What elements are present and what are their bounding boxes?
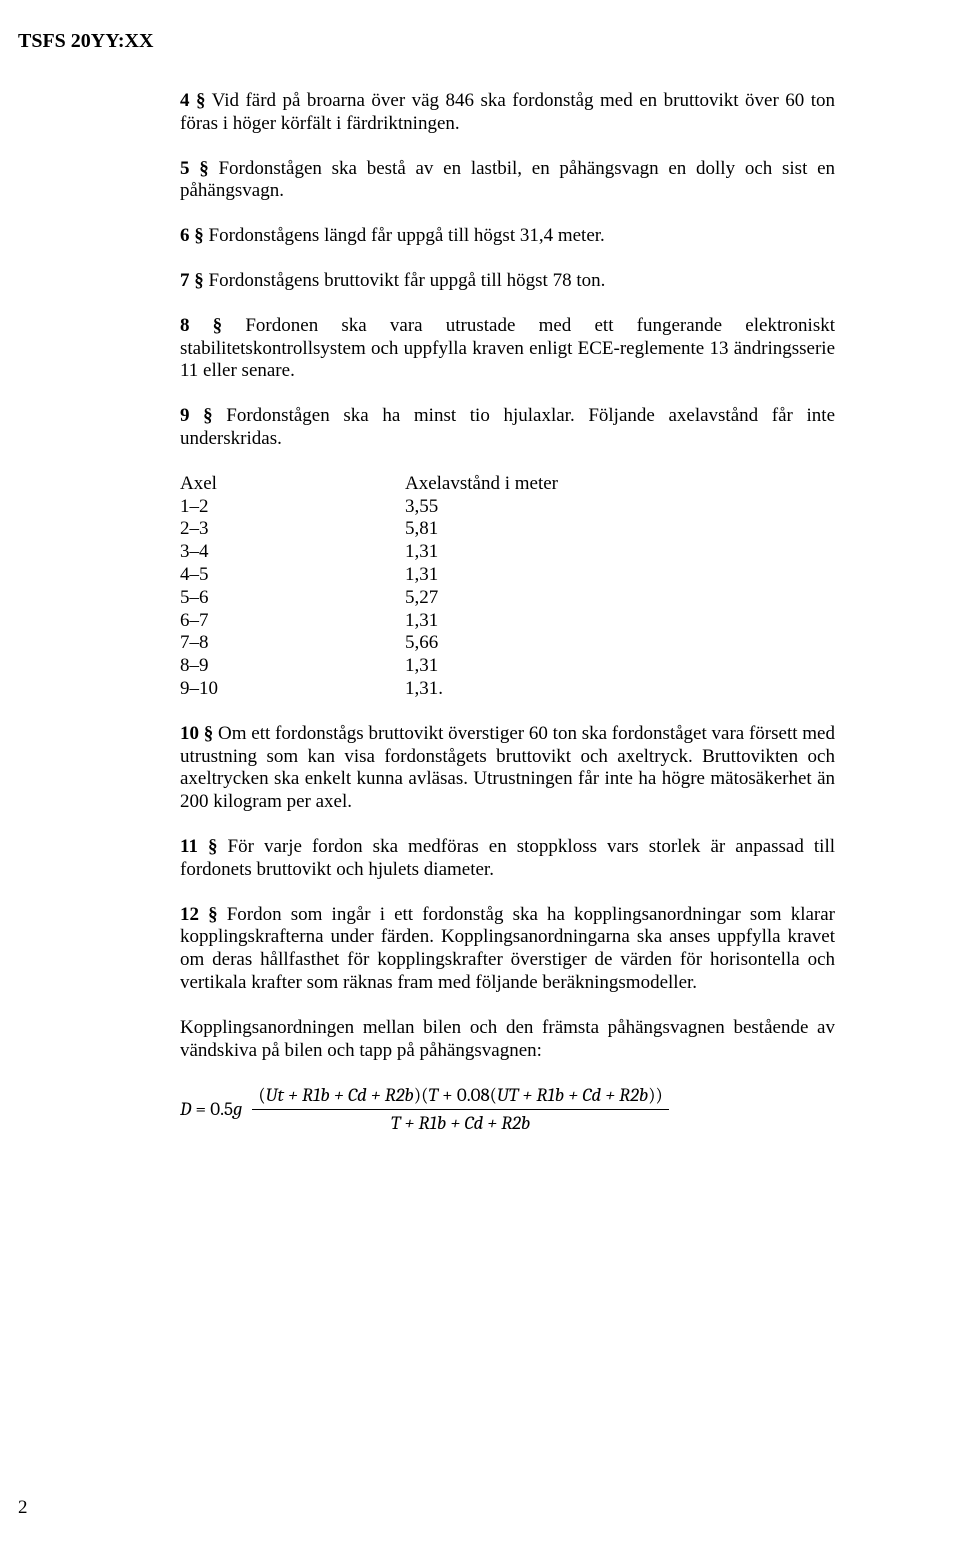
paragraph-8: 8 § Fordonen ska vara utrustade med ett … [180,315,835,383]
section-number: 11 § [180,836,218,857]
table-cell: 4–5 [180,564,405,587]
paragraph-4: 4 § Vid färd på broarna över väg 846 ska… [180,90,835,136]
table-cell: 1,31 [405,610,835,633]
formula-fraction: (Ut + R1b + Cd + R2b)(T + 0.08(UT + R1b … [252,1084,668,1135]
table-cell: 7–8 [180,632,405,655]
table-cell: 1,31. [405,678,835,701]
paragraph-9: 9 § Fordonstågen ska ha minst tio hjulax… [180,405,835,451]
section-number: 7 § [180,270,204,291]
table-cell: 6–7 [180,610,405,633]
formula-var-D: D [180,1098,191,1120]
section-number: 4 § [180,90,205,111]
paragraph-coupling-intro: Kopplingsanordningen mellan bilen och de… [180,1017,835,1063]
section-number: 6 § [180,225,204,246]
table-cell: 1,31 [405,655,835,678]
table-cell: 2–3 [180,518,405,541]
paragraph-text: Fordonstågen ska ha minst tio hjulaxlar.… [180,405,835,449]
table-row: 4–5 1,31 [180,564,835,587]
formula-paren: )( [414,1084,429,1106]
table-cell: 8–9 [180,655,405,678]
table-cell: 5,27 [405,587,835,610]
paragraph-text: Fordonstågens längd får uppgå till högst… [204,225,605,246]
table-header-axel: Axel [180,473,405,496]
table-row: 8–9 1,31 [180,655,835,678]
section-number: 12 § [180,904,218,925]
formula-var-g: g [233,1098,242,1120]
formula-D: D = 0.5g (Ut + R1b + Cd + R2b)(T + 0.08(… [180,1084,835,1135]
table-row: 6–7 1,31 [180,610,835,633]
formula-var-T: T [428,1084,438,1106]
paragraph-6: 6 § Fordonstågens längd får uppgå till h… [180,225,835,248]
section-number: 5 § [180,158,209,179]
formula-paren: )) [648,1084,663,1106]
formula-const: + 0.08( [438,1084,497,1106]
formula-eq: = 0.5 [191,1098,233,1120]
section-number: 9 § [180,405,213,426]
paragraph-text: Fordonstågen ska bestå av en lastbil, en… [180,158,835,202]
table-cell: 5–6 [180,587,405,610]
table-row: 7–8 5,66 [180,632,835,655]
section-number: 10 § [180,723,213,744]
page-number: 2 [18,1497,28,1519]
table-cell: 3–4 [180,541,405,564]
table-cell: 3,55 [405,496,835,519]
table-cell: 1,31 [405,564,835,587]
table-cell: 1–2 [180,496,405,519]
formula-expr: Ut + R1b + Cd + R2b [266,1084,414,1106]
paragraph-text: För varje fordon ska medföras en stoppkl… [180,836,835,880]
paragraph-12: 12 § Fordon som ingår i ett fordonståg s… [180,904,835,995]
section-number: 8 § [180,315,222,336]
table-row: 9–10 1,31. [180,678,835,701]
table-cell: 5,81 [405,518,835,541]
formula-expr: UT + R1b + Cd + R2b [497,1084,648,1106]
paragraph-text: Fordonen ska vara utrustade med ett fung… [180,315,835,382]
paragraph-10: 10 § Om ett fordonstågs bruttovikt övers… [180,723,835,814]
table-header-distance: Axelavstånd i meter [405,473,835,496]
table-row: 5–6 5,27 [180,587,835,610]
paragraph-11: 11 § För varje fordon ska medföras en st… [180,836,835,882]
paragraph-text: Fordonstågens bruttovikt får uppgå till … [204,270,606,291]
axle-distance-table: Axel Axelavstånd i meter 1–2 3,55 2–3 5,… [180,473,835,701]
table-cell: 1,31 [405,541,835,564]
table-row: 3–4 1,31 [180,541,835,564]
table-cell: 5,66 [405,632,835,655]
paragraph-7: 7 § Fordonstågens bruttovikt får uppgå t… [180,270,835,293]
paragraph-text: Vid färd på broarna över väg 846 ska for… [180,90,835,134]
document-header: TSFS 20YY:XX [18,30,153,53]
document-body: 4 § Vid färd på broarna över väg 846 ska… [180,90,835,1135]
table-cell: 9–10 [180,678,405,701]
table-row: 1–2 3,55 [180,496,835,519]
formula-paren: ( [258,1084,265,1106]
paragraph-text: Fordon som ingår i ett fordonståg ska ha… [180,904,835,993]
formula-lhs: D = 0.5g [180,1098,242,1121]
paragraph-5: 5 § Fordonstågen ska bestå av en lastbil… [180,158,835,204]
table-row: 2–3 5,81 [180,518,835,541]
paragraph-text: Om ett fordonstågs bruttovikt överstiger… [180,723,835,812]
formula-denominator: T + R1b + Cd + R2b [385,1110,536,1135]
formula-numerator: (Ut + R1b + Cd + R2b)(T + 0.08(UT + R1b … [252,1084,668,1110]
table-header-row: Axel Axelavstånd i meter [180,473,835,496]
